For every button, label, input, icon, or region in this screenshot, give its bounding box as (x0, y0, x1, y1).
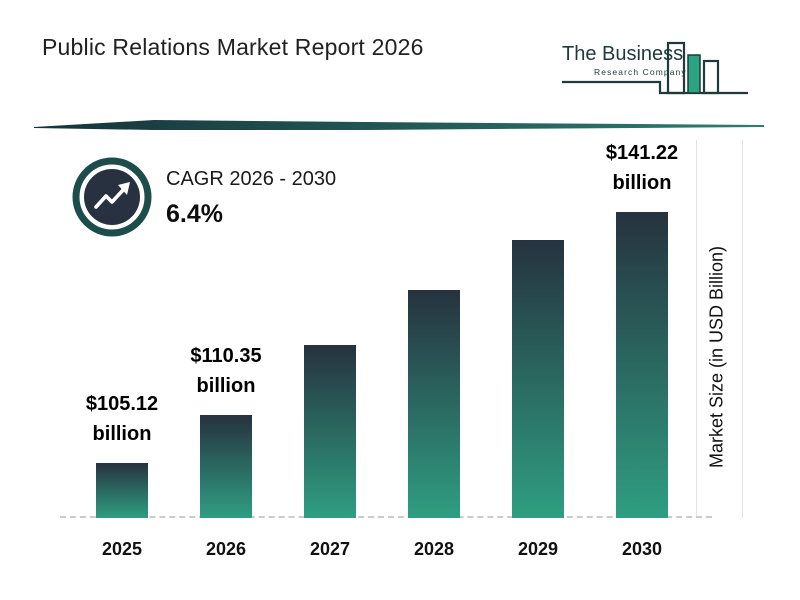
cagr-value: 6.4% (166, 200, 223, 228)
cagr-label: CAGR 2026 - 2030 (166, 168, 337, 190)
x-axis-label-2025: 2025 (101, 539, 143, 559)
chart-baseline (60, 516, 712, 518)
x-axis-label-2027: 2027 (309, 539, 351, 559)
logo-text-line1: The Business (562, 43, 683, 65)
bar-2029 (512, 240, 564, 518)
bar-value-label-2026: $110.35 billion (190, 345, 262, 397)
x-axis-label-2028: 2028 (413, 539, 455, 559)
gridline-vertical-1 (696, 140, 697, 518)
bar-group-2027: 2027 (278, 138, 382, 559)
bar-2030 (616, 212, 668, 518)
logo-text-line2: Research Company (594, 67, 687, 77)
x-axis-label-2029: 2029 (517, 539, 559, 559)
page-title: Public Relations Market Report 2026 (42, 34, 424, 60)
x-axis-label-2030: 2030 (621, 539, 663, 559)
bar-value-label-2025: $105.12 billion (85, 393, 159, 445)
bar-2025 (96, 463, 148, 518)
bar-group-2030: $141.22 billion 2030 (590, 138, 694, 559)
bar-value-label-2030: $141.22 billion (605, 142, 679, 194)
bar-2028 (408, 290, 460, 518)
bar-group-2025: $105.12 billion 2025 (70, 138, 174, 559)
divider-ribbon (34, 120, 764, 130)
bar-2026 (200, 415, 252, 518)
company-logo: The Business Research Company (562, 41, 748, 95)
bar-group-2029: 2029 (486, 138, 590, 559)
bar-2027 (304, 345, 356, 518)
bar-group-2026: $110.35 billion 2026 (174, 138, 278, 559)
logo-bars-icon (562, 41, 748, 95)
y-axis-title: Market Size (in USD Billion) (706, 245, 727, 469)
x-axis-label-2026: 2026 (205, 539, 247, 559)
bar-group-2028: 2028 (382, 138, 486, 559)
bar-chart: $105.12 billion 2025 $110.35 billion 2026 2027… (70, 138, 694, 559)
cagr-block: CAGR 2026 - 2030 6.4% (166, 168, 336, 229)
gridline-vertical-2 (742, 140, 743, 518)
trend-up-icon (72, 157, 152, 237)
